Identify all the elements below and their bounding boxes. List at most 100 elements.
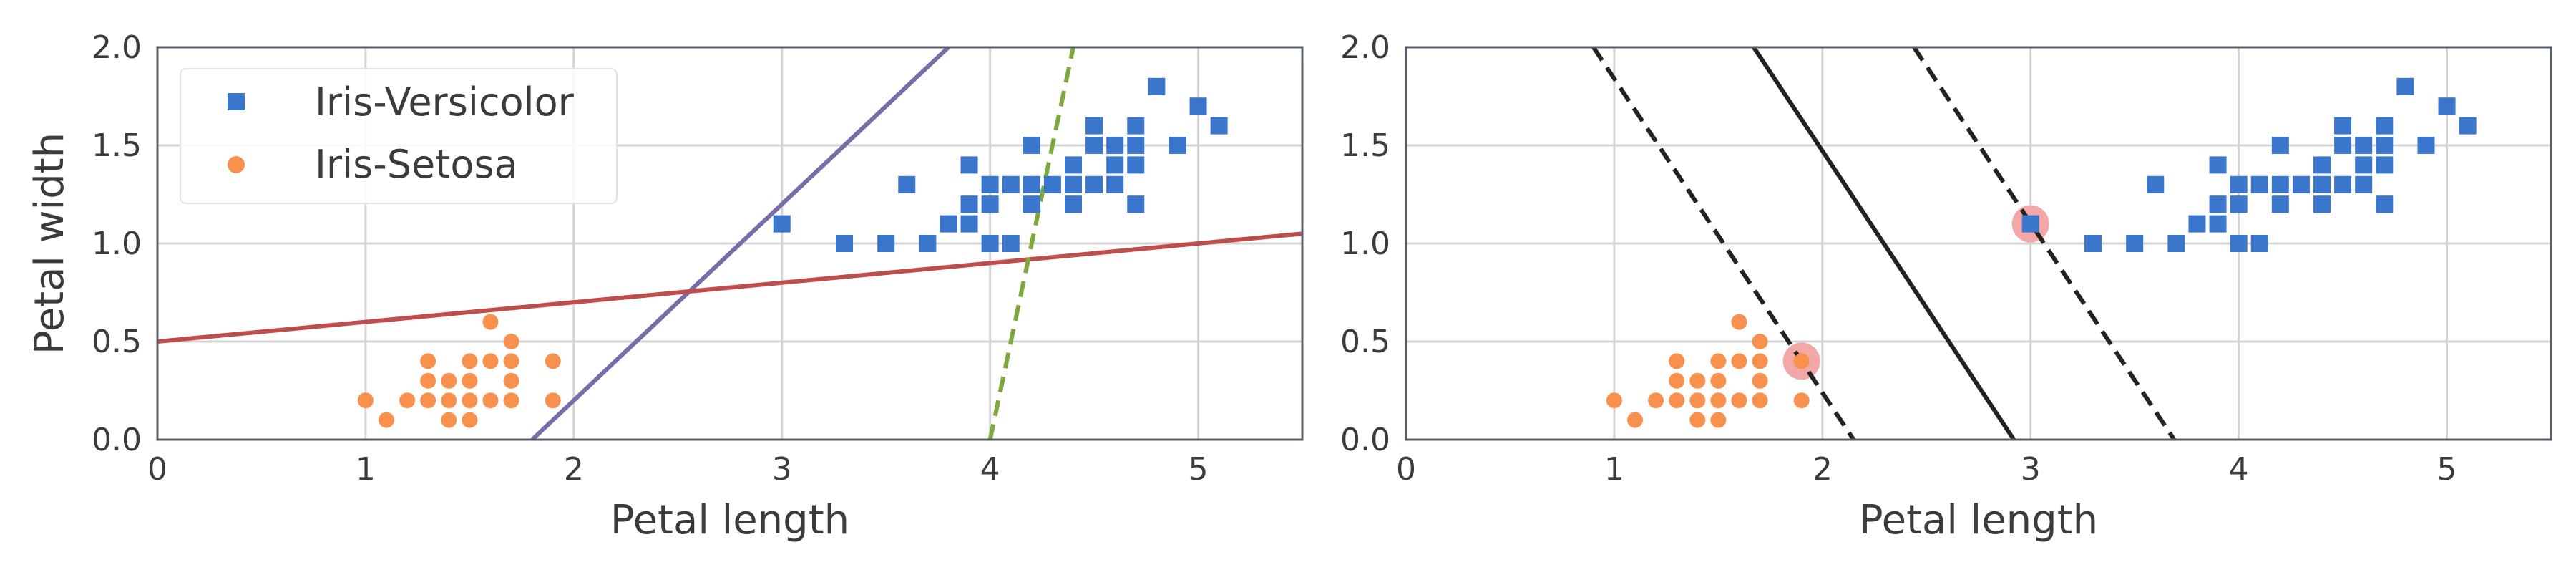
setosa-point xyxy=(1669,353,1685,369)
versicolor-point xyxy=(1210,117,1228,135)
versicolor-point xyxy=(2126,235,2144,252)
left-y-axis-title: Petal width xyxy=(26,132,73,354)
versicolor-point xyxy=(836,235,853,252)
versicolor-point xyxy=(1106,156,1124,174)
versicolor-point xyxy=(2250,175,2268,193)
versicolor-point xyxy=(2188,215,2206,233)
versicolor-point xyxy=(1002,235,1020,252)
setosa-point xyxy=(503,353,519,369)
legend-box xyxy=(180,68,618,204)
right-x-axis-title: Petal length xyxy=(1859,497,2098,543)
x-tick-label: 0 xyxy=(1396,451,1416,488)
setosa-point xyxy=(441,392,457,409)
versicolor-point xyxy=(1085,117,1103,135)
left-x-axis-title: Petal length xyxy=(610,497,849,543)
legend-versicolor-label: Iris-Versicolor xyxy=(315,79,575,125)
setosa-point xyxy=(462,372,478,389)
setosa-point xyxy=(482,392,499,409)
setosa-point xyxy=(1710,372,1727,389)
versicolor-point xyxy=(1189,97,1207,115)
right-chart: 0 1 2 3 4 5 0.0 0.5 1.0 1.5 2.0 Petal length xyxy=(1340,29,2552,543)
y-tick-label: 2.0 xyxy=(1340,29,1390,66)
versicolor-point xyxy=(1023,195,1040,213)
y-tick-label: 0.0 xyxy=(92,422,142,458)
left-markers xyxy=(357,77,1228,428)
versicolor-point xyxy=(1065,156,1082,174)
versicolor-point xyxy=(2021,215,2039,233)
x-tick-label: 0 xyxy=(147,451,167,488)
versicolor-point xyxy=(2271,175,2289,193)
right-lines xyxy=(1591,47,2176,440)
versicolor-point xyxy=(940,215,957,233)
versicolor-point xyxy=(2147,175,2165,193)
setosa-point xyxy=(1710,353,1727,369)
y-tick-label: 1.0 xyxy=(1340,226,1390,262)
versicolor-point xyxy=(2084,235,2102,252)
versicolor-point xyxy=(2292,175,2310,193)
versicolor-point xyxy=(2438,97,2456,115)
setosa-point xyxy=(545,392,561,409)
x-tick-label: 2 xyxy=(1813,451,1833,488)
setosa-point xyxy=(1710,392,1727,409)
setosa-point xyxy=(503,392,519,409)
x-tick-label: 2 xyxy=(564,451,584,488)
setosa-point xyxy=(441,412,457,428)
versicolor-point xyxy=(2334,137,2352,154)
versicolor-point xyxy=(2313,175,2331,193)
setosa-point xyxy=(1793,353,1810,369)
setosa-point xyxy=(420,353,436,369)
setosa-point xyxy=(1669,372,1685,389)
right-y-tick-labels: 0.0 0.5 1.0 1.5 2.0 xyxy=(1340,29,1390,458)
boundary-line xyxy=(530,47,950,440)
right-x-tick-labels: 0 1 2 3 4 5 xyxy=(1396,451,2457,488)
versicolor-point xyxy=(2417,137,2435,154)
versicolor-point xyxy=(2355,137,2373,154)
y-tick-label: 1.5 xyxy=(1340,127,1390,164)
versicolor-point xyxy=(960,195,978,213)
versicolor-point xyxy=(1148,77,1166,95)
setosa-point xyxy=(462,353,478,369)
setosa-point xyxy=(503,334,519,349)
y-tick-label: 1.0 xyxy=(92,226,142,262)
versicolor-point xyxy=(2376,137,2394,154)
right-grid xyxy=(1405,46,2551,441)
versicolor-point xyxy=(2209,195,2227,213)
x-tick-label: 1 xyxy=(356,451,376,488)
setosa-point xyxy=(1648,392,1664,409)
dashed-boundary-line xyxy=(1591,47,1855,440)
versicolor-point xyxy=(2376,117,2394,135)
versicolor-point xyxy=(981,195,999,213)
setosa-point xyxy=(1627,412,1643,428)
setosa-point xyxy=(1731,353,1747,369)
boundary-line xyxy=(1752,47,2016,440)
setosa-point xyxy=(1752,372,1768,389)
x-tick-label: 4 xyxy=(980,451,1000,488)
legend-versicolor-marker xyxy=(228,93,245,110)
versicolor-point xyxy=(1023,175,1040,193)
versicolor-point xyxy=(1169,137,1186,154)
setosa-point xyxy=(1606,392,1622,409)
versicolor-point xyxy=(1065,195,1082,213)
x-tick-label: 3 xyxy=(772,451,792,488)
y-tick-label: 0.5 xyxy=(92,324,142,360)
versicolor-point xyxy=(1127,156,1145,174)
legend: Iris-Versicolor Iris-Setosa xyxy=(180,68,618,204)
setosa-point xyxy=(503,372,519,389)
setosa-point xyxy=(1689,412,1706,428)
versicolor-point xyxy=(2271,195,2289,213)
setosa-point xyxy=(1793,392,1810,409)
versicolor-point xyxy=(1106,175,1124,193)
versicolor-point xyxy=(2334,117,2352,135)
setosa-point xyxy=(1689,392,1706,409)
versicolor-point xyxy=(919,235,937,252)
setosa-point xyxy=(420,372,436,389)
setosa-point xyxy=(1669,392,1685,409)
versicolor-point xyxy=(960,156,978,174)
versicolor-point xyxy=(2396,77,2414,95)
versicolor-point xyxy=(1127,117,1145,135)
versicolor-point xyxy=(981,235,999,252)
dashed-boundary-line xyxy=(987,47,1075,440)
versicolor-point xyxy=(1043,175,1061,193)
versicolor-point xyxy=(1106,137,1124,154)
